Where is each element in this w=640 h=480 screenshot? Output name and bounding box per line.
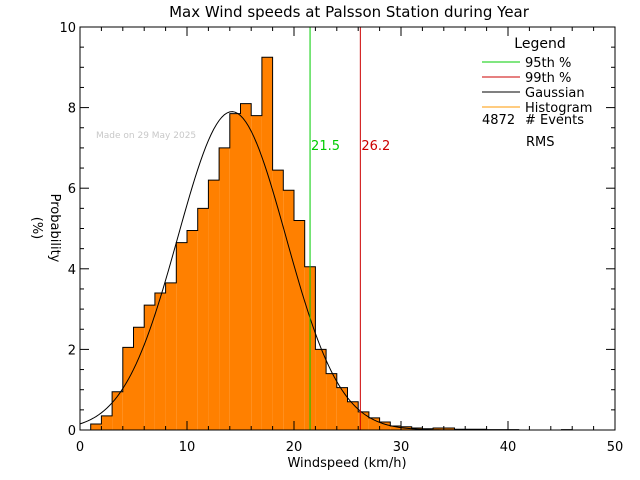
x-axis-label: Windspeed (km/h) <box>287 456 406 471</box>
y-tick-label: 8 <box>68 102 76 117</box>
x-tick-label: 10 <box>179 440 196 455</box>
y-axis-label-line1: Probability <box>47 194 62 263</box>
histogram-bar <box>336 387 348 430</box>
histogram-bar <box>112 391 123 430</box>
histogram-bar <box>144 305 155 430</box>
histogram-bar <box>315 349 327 430</box>
histogram-bar <box>326 373 337 430</box>
x-tick-label: 40 <box>500 440 517 455</box>
histogram-bar <box>101 415 113 430</box>
y-axis: 0 2 4 6 8 10 <box>59 21 615 439</box>
histogram-bar <box>208 180 220 430</box>
histogram-bar <box>219 147 230 430</box>
histogram-bar <box>90 423 102 430</box>
y-tick-label: 10 <box>59 21 76 36</box>
histogram-bar <box>261 57 273 430</box>
x-axis: 0 10 20 30 40 50 <box>76 27 623 455</box>
histogram-bar <box>433 427 444 430</box>
histogram-bar <box>176 242 187 430</box>
y-tick-label: 4 <box>68 263 76 278</box>
histogram-bar <box>347 401 359 430</box>
histogram-bar <box>122 347 134 430</box>
y-tick-label: 6 <box>68 182 76 197</box>
legend-events-count: 4872 <box>482 113 515 128</box>
y-axis-label-line2: (%) <box>29 217 44 240</box>
histogram-bar <box>229 113 241 431</box>
histogram-bar <box>251 115 262 430</box>
histogram-bar <box>358 411 369 430</box>
legend-entry-label: Gaussian <box>525 86 585 101</box>
y-tick-label: 2 <box>68 343 76 358</box>
histogram-bar <box>187 230 198 430</box>
histogram-bar <box>283 190 294 430</box>
x-tick-label: 30 <box>393 440 410 455</box>
histogram-bar <box>154 292 166 430</box>
x-tick-label: 0 <box>76 440 84 455</box>
histogram-bar <box>133 327 145 430</box>
legend: Legend 4872 # Events RMS 95th %99th %Gau… <box>482 36 592 150</box>
legend-entry-label: 95th % <box>525 56 571 71</box>
histogram-bar <box>165 282 177 430</box>
histogram-bar <box>294 220 305 430</box>
legend-rms-label: RMS <box>526 135 555 150</box>
y-tick-label: 0 <box>68 424 76 439</box>
histogram-bar <box>272 170 284 430</box>
percentile-lines: 21.5 26.2 <box>309 27 390 430</box>
chart-title: Max Wind speeds at Palsson Station durin… <box>169 3 530 21</box>
histogram-bar <box>443 427 455 430</box>
histogram-bar <box>379 421 391 430</box>
legend-title: Legend <box>514 36 565 52</box>
watermark: Made on 29 May 2025 <box>96 131 196 141</box>
legend-entry-label: Histogram <box>525 101 592 116</box>
legend-events-label: # Events <box>525 113 584 128</box>
legend-entry-label: 99th % <box>525 71 571 86</box>
x-tick-label: 50 <box>607 440 624 455</box>
x-tick-label: 20 <box>286 440 303 455</box>
histogram-bar <box>390 425 401 430</box>
histogram-bar <box>368 417 380 430</box>
histogram-bars <box>90 56 615 431</box>
histogram-bar <box>240 103 252 430</box>
percentile-value-label: 21.5 <box>311 139 340 154</box>
histogram-bar <box>197 208 209 430</box>
percentile-value-label: 26.2 <box>361 139 390 154</box>
